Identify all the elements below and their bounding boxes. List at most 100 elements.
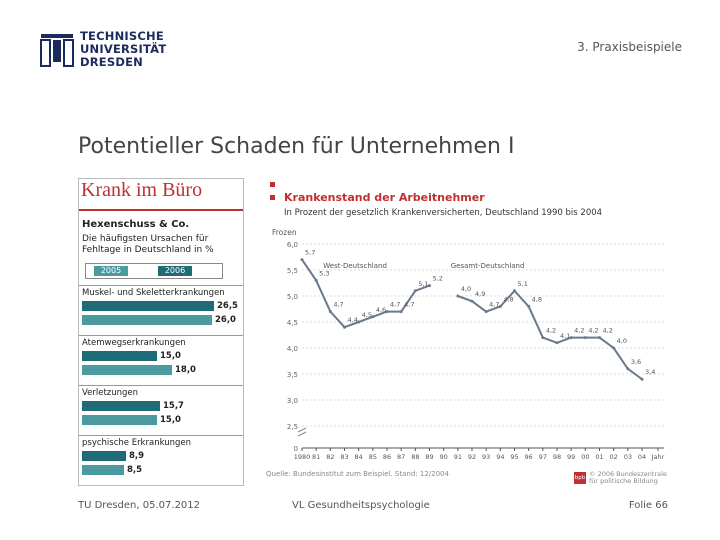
chart-source: Quelle: Bundesinstitut zum Beispiel. Sta… bbox=[266, 470, 449, 478]
data-point bbox=[413, 289, 417, 293]
category-separator bbox=[79, 385, 243, 386]
data-point bbox=[640, 377, 644, 381]
x-tick-label: 85 bbox=[369, 453, 377, 461]
bar-value-label: 15,0 bbox=[160, 415, 181, 425]
krank-im-buero-panel: Krank im Büro Hexenschuss & Co. Die häuf… bbox=[78, 178, 244, 486]
y-tick-label: 4,5 bbox=[287, 319, 298, 327]
bar-value-label: 26,0 bbox=[215, 315, 236, 325]
y-tick-label: 0 bbox=[294, 445, 298, 453]
data-point bbox=[583, 336, 587, 340]
data-label: 4,7 bbox=[489, 301, 499, 309]
data-point bbox=[470, 299, 474, 303]
x-tick-label: 90 bbox=[440, 453, 448, 461]
data-label: 4,2 bbox=[603, 327, 613, 335]
chart-title: Krankenstand der Arbeitnehmer bbox=[284, 191, 485, 204]
slide-title: Potentieller Schaden für Unternehmen I bbox=[78, 134, 515, 159]
data-point bbox=[484, 310, 488, 314]
data-point bbox=[612, 346, 616, 350]
footer-right: Folie 66 bbox=[628, 500, 668, 511]
axis-break-mark bbox=[297, 427, 307, 437]
data-point bbox=[498, 304, 502, 308]
data-point bbox=[399, 310, 403, 314]
data-label: 5,3 bbox=[319, 269, 329, 277]
data-label: 3,4 bbox=[645, 368, 655, 376]
x-tick-label: 88 bbox=[411, 453, 419, 461]
data-label: 4,5 bbox=[362, 311, 372, 319]
x-tick-label: 97 bbox=[539, 453, 547, 461]
data-point bbox=[343, 325, 346, 329]
bpb-badge: bpb bbox=[574, 472, 586, 484]
panel-legend: 2005 2006 bbox=[85, 263, 223, 279]
y-tick-label: 4,0 bbox=[287, 345, 298, 353]
x-tick-label: 82 bbox=[326, 453, 334, 461]
legend-2005-swatch: 2005 bbox=[94, 266, 128, 276]
x-tick-label: 96 bbox=[525, 453, 533, 461]
panel-subtitle: Hexenschuss & Co. bbox=[82, 219, 190, 230]
data-point bbox=[555, 341, 559, 345]
data-label: 3,6 bbox=[631, 358, 641, 366]
y-tick-label: 5,0 bbox=[287, 293, 298, 301]
x-tick-label: 93 bbox=[482, 453, 490, 461]
data-point bbox=[626, 367, 630, 371]
data-point bbox=[456, 294, 460, 298]
x-tick-label: 84 bbox=[355, 453, 363, 461]
data-point bbox=[598, 336, 601, 340]
data-point bbox=[569, 336, 573, 340]
data-label: 5,2 bbox=[433, 275, 443, 283]
data-label: 5,1 bbox=[518, 280, 528, 288]
data-point bbox=[527, 304, 531, 308]
data-label: 4,1 bbox=[560, 332, 570, 340]
x-tick-label: 94 bbox=[496, 453, 504, 461]
x-tick-label: 01 bbox=[595, 453, 603, 461]
data-point bbox=[541, 336, 545, 340]
bar-value-label: 26,5 bbox=[217, 301, 238, 311]
data-point bbox=[428, 284, 431, 288]
krankenstand-chart: Krankenstand der Arbeitnehmer In Prozent… bbox=[262, 178, 674, 490]
x-tick-label: 99 bbox=[567, 453, 575, 461]
data-label: 4,0 bbox=[617, 337, 627, 345]
y-tick-label: 3,0 bbox=[287, 397, 298, 405]
data-label: 4,4 bbox=[348, 316, 358, 324]
y-tick-label: 3,5 bbox=[287, 371, 298, 379]
bar-v2006 bbox=[82, 351, 157, 361]
x-tick-label: 98 bbox=[553, 453, 561, 461]
footer-left: TU Dresden, 05.07.2012 bbox=[78, 500, 201, 511]
data-label: 4,0 bbox=[461, 285, 471, 293]
logo-line-1: TECHNISCHE bbox=[80, 29, 164, 43]
bar-v2005 bbox=[82, 415, 157, 425]
x-tick-label: 89 bbox=[425, 453, 433, 461]
category-label: Verletzungen bbox=[82, 388, 139, 398]
category-label: Atemwegserkrankungen bbox=[82, 338, 186, 348]
panel-description: Die häufigsten Ursachen für Fehltage in … bbox=[82, 234, 214, 255]
bar-v2006 bbox=[82, 451, 126, 461]
x-tick-label: 03 bbox=[624, 453, 632, 461]
series-name-label: West-Deutschland bbox=[323, 262, 387, 270]
section-label: 3. Praxisbeispiele bbox=[577, 40, 682, 54]
tu-dresden-emblem-icon bbox=[40, 34, 74, 67]
x-tick-label: 1980 bbox=[294, 453, 311, 461]
panel-header-rule bbox=[79, 209, 243, 211]
series-line-0 bbox=[301, 259, 430, 329]
y-tick-label: 6,0 bbox=[287, 241, 298, 249]
x-tick-label: 95 bbox=[510, 453, 518, 461]
data-point bbox=[314, 278, 318, 282]
x-tick-label: Jahr bbox=[651, 453, 665, 461]
logo-line-3: DRESDEN bbox=[80, 55, 143, 69]
data-label: 4,8 bbox=[503, 295, 513, 303]
tu-dresden-logo: TECHNISCHE UNIVERSITÄT DRESDEN bbox=[40, 30, 170, 72]
data-label: 4,2 bbox=[588, 327, 598, 335]
data-label: 4,8 bbox=[532, 295, 542, 303]
bar-v2005 bbox=[82, 365, 172, 375]
data-label: 5,1 bbox=[418, 280, 428, 288]
x-tick-label: 83 bbox=[340, 453, 348, 461]
bar-value-label: 18,0 bbox=[175, 365, 196, 375]
data-point bbox=[513, 289, 516, 293]
logo-line-2: UNIVERSITÄT bbox=[80, 42, 167, 56]
bar-v2006 bbox=[82, 401, 160, 411]
bar-value-label: 8,9 bbox=[129, 451, 145, 461]
category-label: Muskel- und Skeletterkrankungen bbox=[82, 288, 225, 298]
data-label: 4,7 bbox=[333, 301, 343, 309]
data-label: 5,7 bbox=[305, 249, 315, 257]
y-axis-label: Frozen bbox=[272, 228, 297, 237]
